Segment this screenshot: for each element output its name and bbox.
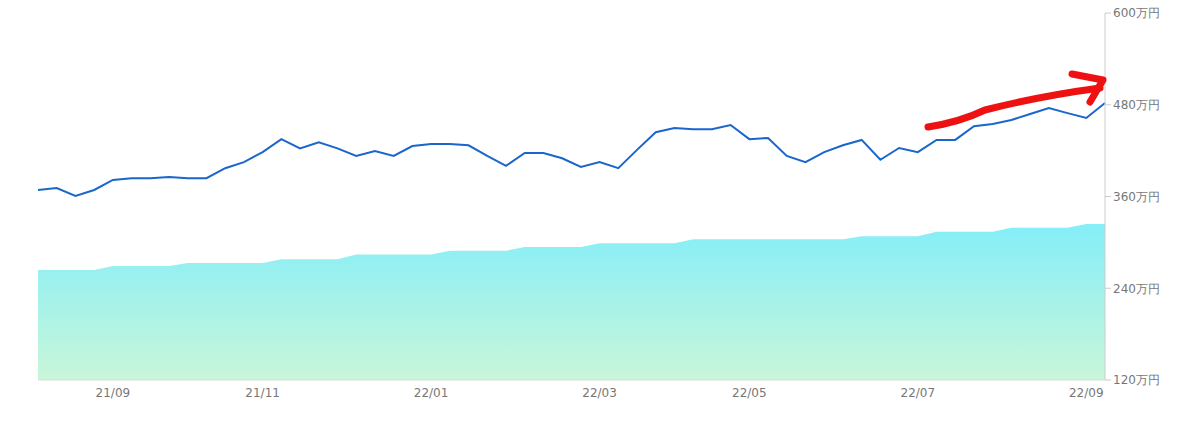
svg-text:120万円: 120万円 <box>1113 373 1160 387</box>
svg-text:22/03: 22/03 <box>582 386 617 400</box>
svg-text:22/07: 22/07 <box>901 386 936 400</box>
svg-text:22/09: 22/09 <box>1069 386 1104 400</box>
svg-text:21/09: 21/09 <box>96 386 131 400</box>
svg-text:22/05: 22/05 <box>732 386 767 400</box>
svg-text:360万円: 360万円 <box>1113 190 1160 204</box>
svg-text:22/01: 22/01 <box>414 386 449 400</box>
svg-text:240万円: 240万円 <box>1113 282 1160 296</box>
svg-text:600万円: 600万円 <box>1113 6 1160 20</box>
svg-text:480万円: 480万円 <box>1113 98 1160 112</box>
svg-text:21/11: 21/11 <box>245 386 280 400</box>
